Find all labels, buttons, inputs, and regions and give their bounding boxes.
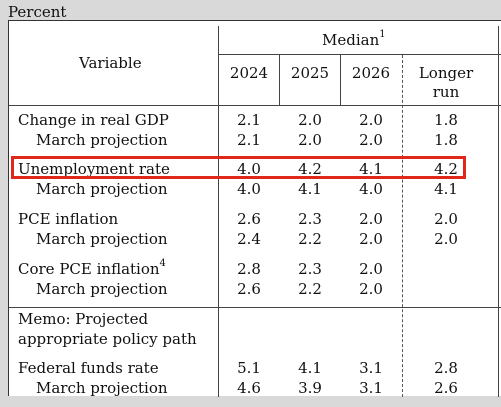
cell-core-pce-2024: 2.8 — [237, 260, 261, 278]
year-2025-header: 2025 — [290, 64, 330, 82]
cell-unemployment-march-2025: 4.1 — [298, 180, 322, 198]
median-header-text: Median — [322, 31, 380, 49]
col-divider-2025-2026 — [340, 55, 341, 105]
year-2024-header: 2024 — [229, 64, 269, 82]
cell-pce-2026: 2.0 — [359, 210, 383, 228]
core-pce-label-text: Core PCE inflation — [18, 260, 160, 278]
cell-unemployment-2024: 4.0 — [237, 160, 261, 178]
row-label-federal-funds-march: March projection — [36, 379, 168, 397]
core-pce-footnote-marker: 4 — [159, 258, 166, 269]
cell-federal-funds-longer-run: 2.8 — [434, 359, 458, 377]
cell-core-pce-march-2024: 2.6 — [237, 280, 261, 298]
memo-top-rule — [9, 307, 501, 308]
cell-federal-funds-march-longer-run: 2.6 — [434, 379, 458, 397]
row-label-gdp-march: March projection — [36, 131, 168, 149]
cell-core-pce-march-2026: 2.0 — [359, 280, 383, 298]
longer-run-header-line1: Longer — [418, 64, 474, 82]
cell-pce-2024: 2.6 — [237, 210, 261, 228]
cell-core-pce-2026: 2.0 — [359, 260, 383, 278]
cell-gdp-longer-run: 1.8 — [434, 111, 458, 129]
cell-pce-march-2026: 2.0 — [359, 230, 383, 248]
cell-core-pce-2025: 2.3 — [298, 260, 322, 278]
cell-pce-march-longer-run: 2.0 — [434, 230, 458, 248]
col-divider-2024-2025 — [279, 55, 280, 105]
variable-header: Variable — [79, 54, 142, 72]
row-label-pce-march: March projection — [36, 230, 168, 248]
cell-gdp-march-2024: 2.1 — [237, 131, 261, 149]
year-2026-header: 2026 — [351, 64, 391, 82]
cell-gdp-march-longer-run: 1.8 — [434, 131, 458, 149]
cell-core-pce-march-2025: 2.2 — [298, 280, 322, 298]
row-label-federal-funds: Federal funds rate — [18, 359, 159, 377]
row-label-unemployment-march: March projection — [36, 180, 168, 198]
cell-federal-funds-2026: 3.1 — [359, 359, 383, 377]
stub-divider — [218, 26, 219, 397]
unit-label: Percent — [8, 3, 67, 21]
median-underline — [218, 54, 501, 55]
row-label-core-pce-march: March projection — [36, 280, 168, 298]
header-bottom-rule — [9, 105, 501, 106]
projections-table: Variable Median1 2024 2025 2026 Longer r… — [8, 20, 501, 397]
longer-run-header-line2: run — [432, 83, 460, 101]
cell-pce-longer-run: 2.0 — [434, 210, 458, 228]
row-label-pce: PCE inflation — [18, 210, 119, 228]
median-footnote-marker: 1 — [379, 29, 386, 40]
cell-federal-funds-2025: 4.1 — [298, 359, 322, 377]
right-divider — [498, 26, 499, 397]
cell-pce-2025: 2.3 — [298, 210, 322, 228]
cell-unemployment-2026: 4.1 — [359, 160, 383, 178]
cell-federal-funds-march-2024: 4.6 — [237, 379, 261, 397]
memo-label-line1: Memo: Projected — [18, 310, 149, 328]
cell-gdp-2024: 2.1 — [237, 111, 261, 129]
cell-gdp-2026: 2.0 — [359, 111, 383, 129]
median-header: Median1 — [322, 30, 386, 50]
cell-federal-funds-2024: 5.1 — [237, 359, 261, 377]
longer-run-dashed-divider — [402, 55, 403, 397]
cell-unemployment-longer-run: 4.2 — [434, 160, 458, 178]
cell-pce-march-2024: 2.4 — [237, 230, 261, 248]
cell-pce-march-2025: 2.2 — [298, 230, 322, 248]
cell-unemployment-march-longer-run: 4.1 — [434, 180, 458, 198]
cell-unemployment-march-2024: 4.0 — [237, 180, 261, 198]
cell-unemployment-march-2026: 4.0 — [359, 180, 383, 198]
row-label-unemployment: Unemployment rate — [18, 160, 170, 178]
cell-gdp-march-2026: 2.0 — [359, 131, 383, 149]
row-label-gdp: Change in real GDP — [18, 111, 169, 129]
cell-gdp-march-2025: 2.0 — [298, 131, 322, 149]
cell-federal-funds-march-2026: 3.1 — [359, 379, 383, 397]
cell-unemployment-2025: 4.2 — [298, 160, 322, 178]
row-label-core-pce: Core PCE inflation4 — [18, 259, 166, 279]
cell-federal-funds-march-2025: 3.9 — [298, 379, 322, 397]
memo-label-line2: appropriate policy path — [18, 330, 197, 348]
cell-gdp-2025: 2.0 — [298, 111, 322, 129]
